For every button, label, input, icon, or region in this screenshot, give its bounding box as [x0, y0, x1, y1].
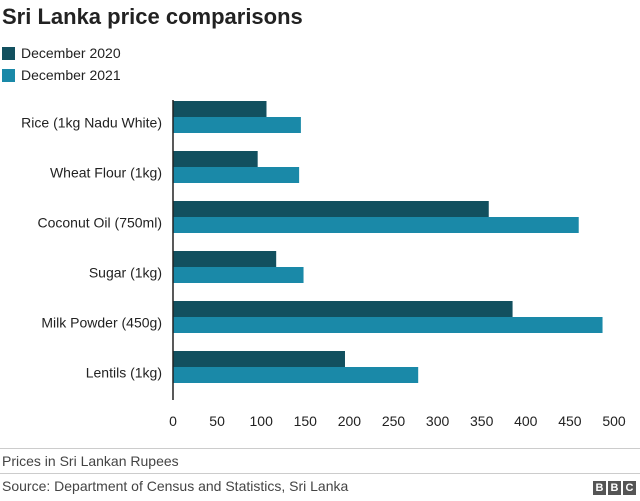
bbc-logo-letter: B [593, 481, 606, 495]
bar-wheat-flour-1kg-december-2021 [173, 167, 300, 183]
legend-label-december-2021: December 2021 [21, 67, 121, 83]
x-tick-label-250: 250 [382, 413, 406, 429]
bar-sugar-1kg-december-2020 [173, 251, 277, 267]
x-tick-label-100: 100 [250, 413, 274, 429]
bar-coconut-oil-750ml-december-2021 [173, 217, 579, 233]
legend-swatch-december-2021 [2, 68, 15, 82]
chart-title: Sri Lanka price comparisons [2, 4, 303, 29]
bar-coconut-oil-750ml-december-2020 [173, 201, 489, 217]
x-tick-label-450: 450 [558, 413, 582, 429]
category-label-lentils-1kg: Lentils (1kg) [86, 365, 162, 381]
category-label-wheat-flour-1kg: Wheat Flour (1kg) [50, 165, 162, 181]
units-note: Prices in Sri Lankan Rupees [2, 453, 179, 469]
x-tick-label-350: 350 [470, 413, 494, 429]
x-tick-label-0: 0 [169, 413, 177, 429]
source-text: Source: Department of Census and Statist… [2, 478, 349, 494]
bar-sugar-1kg-december-2021 [173, 267, 304, 283]
source-divider [0, 473, 640, 474]
bbc-logo-letter: C [623, 481, 636, 495]
bar-milk-powder-450g-december-2020 [173, 301, 513, 317]
bbc-logo: B B C [593, 481, 636, 495]
legend-item-december-2021: December 2021 [2, 66, 121, 84]
bar-wheat-flour-1kg-december-2020 [173, 151, 258, 167]
x-tick-label-500: 500 [602, 413, 626, 429]
x-tick-label-400: 400 [514, 413, 538, 429]
bar-lentils-1kg-december-2020 [173, 351, 345, 367]
bar-milk-powder-450g-december-2021 [173, 317, 603, 333]
category-label-sugar-1kg: Sugar (1kg) [89, 265, 162, 281]
x-tick-label-300: 300 [426, 413, 450, 429]
legend-label-december-2020: December 2020 [21, 45, 121, 61]
bbc-logo-letter: B [608, 481, 621, 495]
x-tick-label-200: 200 [338, 413, 362, 429]
bar-rice-1kg-nadu-white-december-2021 [173, 117, 301, 133]
x-tick-label-50: 50 [209, 413, 225, 429]
bar-rice-1kg-nadu-white-december-2020 [173, 101, 267, 117]
legend-item-december-2020: December 2020 [2, 44, 121, 62]
bar-lentils-1kg-december-2021 [173, 367, 419, 383]
footer-divider [0, 448, 640, 449]
category-label-rice-1kg-nadu-white: Rice (1kg Nadu White) [21, 115, 162, 131]
x-tick-label-150: 150 [294, 413, 318, 429]
category-label-milk-powder-450g: Milk Powder (450g) [41, 315, 162, 331]
category-label-coconut-oil-750ml: Coconut Oil (750ml) [38, 215, 163, 231]
legend-swatch-december-2020 [2, 46, 15, 60]
